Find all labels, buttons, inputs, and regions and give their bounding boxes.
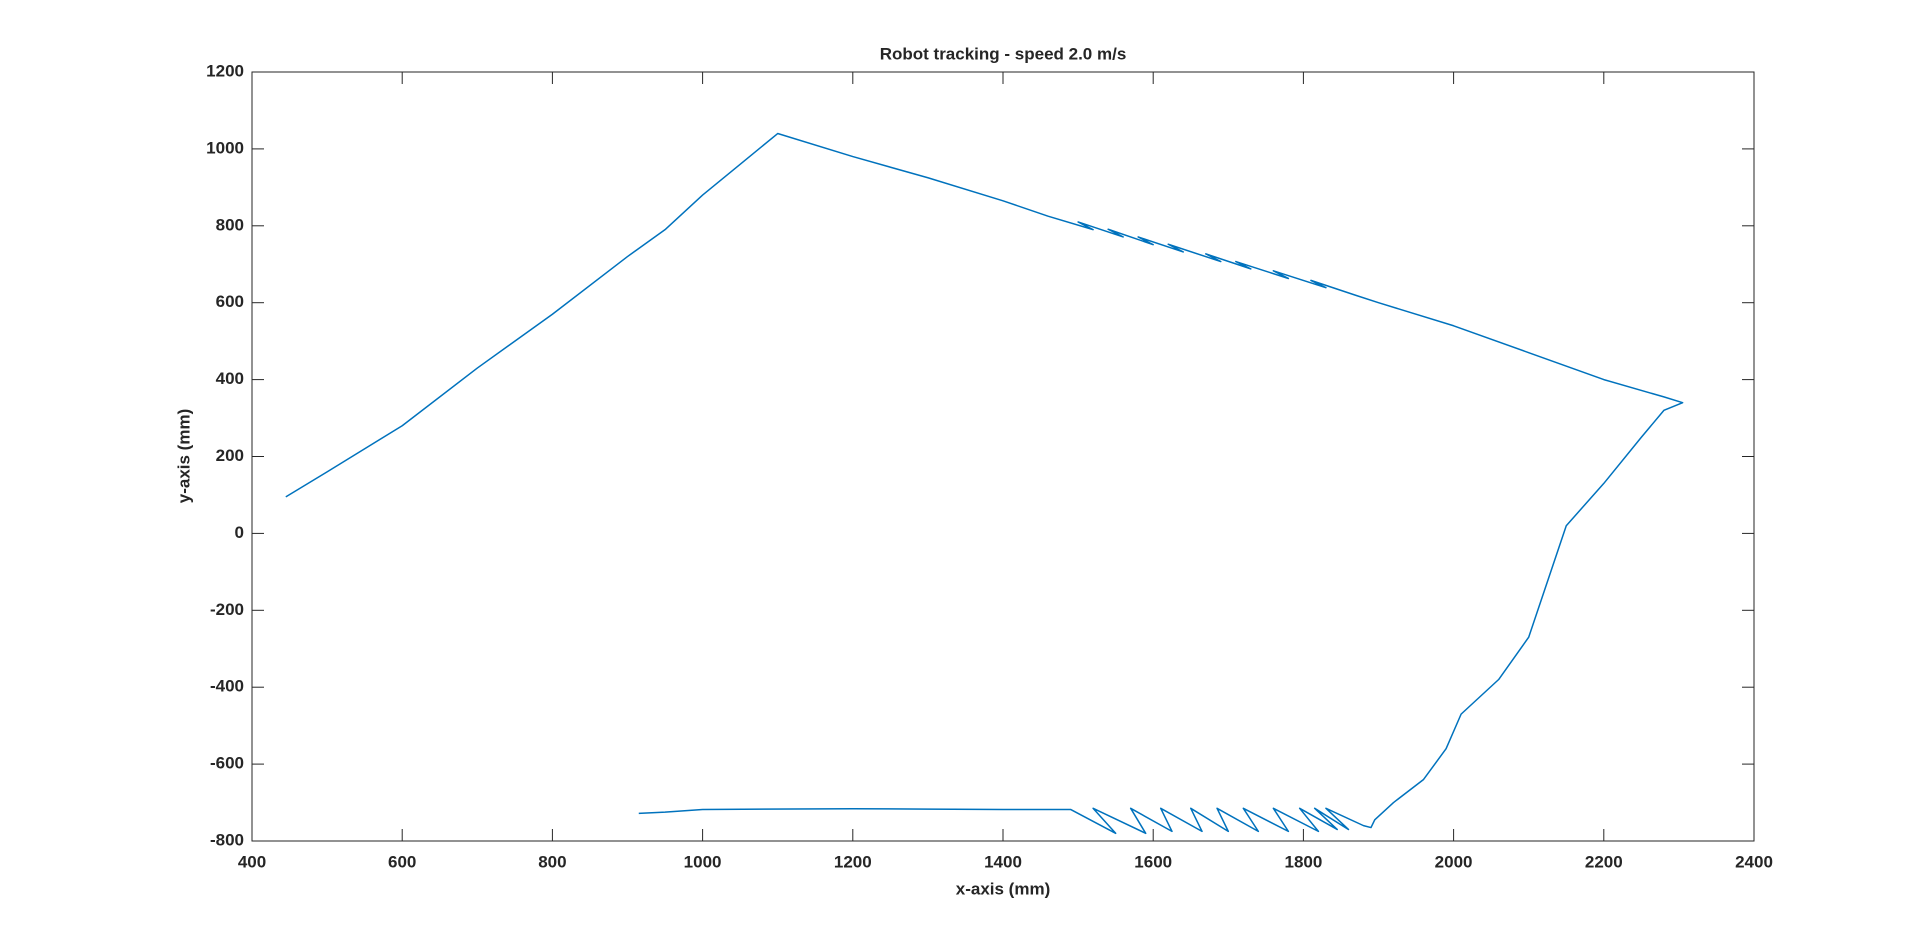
chart-title: Robot tracking - speed 2.0 m/s [880,44,1127,63]
y-axis-label: y-axis (mm) [174,409,193,503]
x-tick-label: 1400 [984,852,1022,871]
y-tick-label: 1000 [206,138,244,157]
y-tick-label: 200 [216,446,244,465]
y-tick-label: 800 [216,215,244,234]
x-tick-label: 1600 [1134,852,1172,871]
y-tick-label: 0 [235,523,244,542]
y-tick-label: 400 [216,369,244,388]
x-tick-label: 2400 [1735,852,1773,871]
trajectory-line [285,132,1684,835]
x-tick-label: 800 [538,852,566,871]
x-tick-label: 400 [238,852,266,871]
y-tick-label: -800 [210,830,244,849]
x-tick-label: 1800 [1284,852,1322,871]
y-tick-label: -600 [210,754,244,773]
x-tick-label: 600 [388,852,416,871]
x-tick-label: 1000 [684,852,722,871]
x-axis-label: x-axis (mm) [956,879,1050,898]
x-tick-label: 2200 [1585,852,1623,871]
y-tick-label: -200 [210,600,244,619]
y-tick-label: -400 [210,677,244,696]
x-tick-label: 2000 [1435,852,1473,871]
x-tick-label: 1200 [834,852,872,871]
y-tick-label: 1200 [206,61,244,80]
y-tick-label: 600 [216,292,244,311]
